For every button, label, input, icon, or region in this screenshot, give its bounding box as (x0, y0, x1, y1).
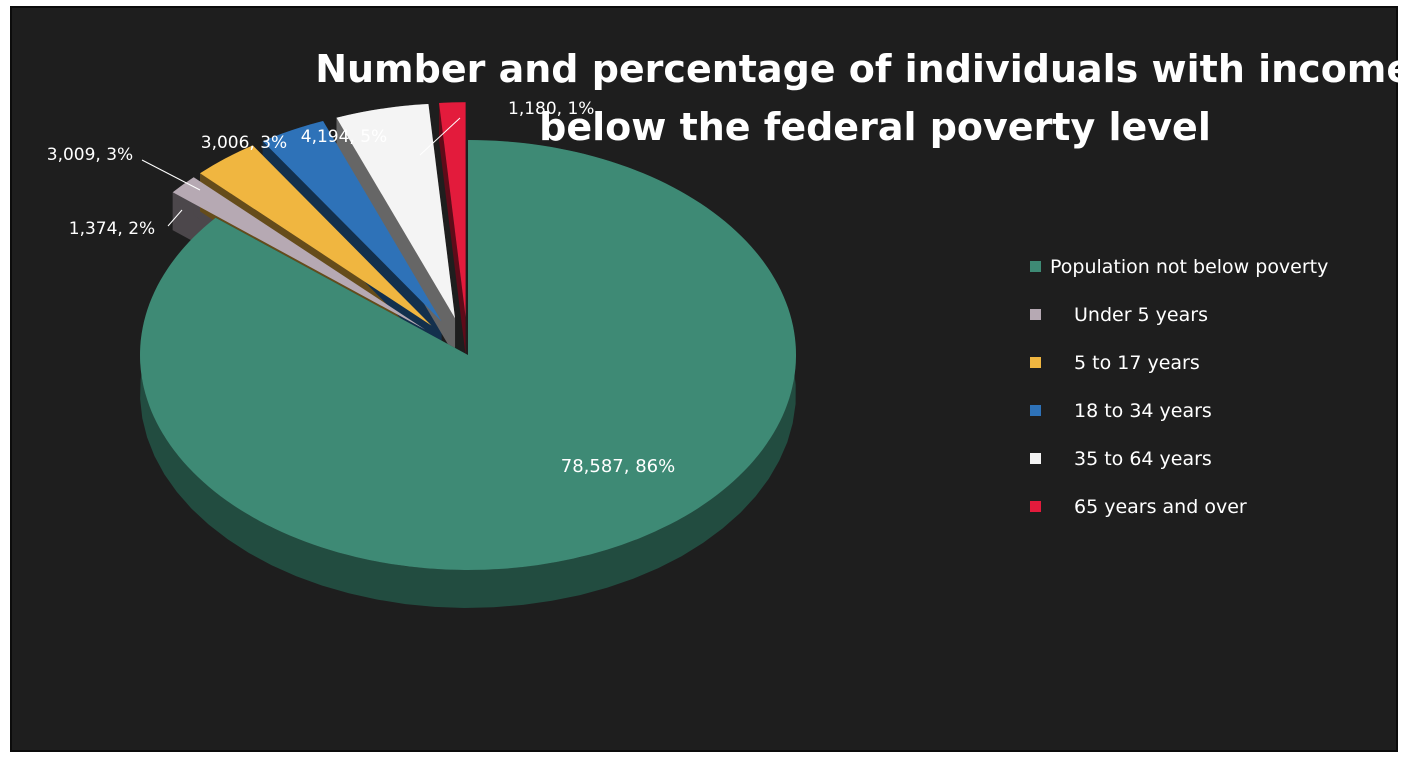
data-label-5: 4,194, 5% (301, 127, 387, 147)
legend-swatch-2 (1030, 309, 1041, 320)
leader-line-3 (141, 159, 201, 191)
legend-swatch-3 (1030, 357, 1041, 368)
legend-label-4: 18 to 34 years (1074, 400, 1212, 422)
legend-swatch-1 (1030, 261, 1041, 272)
legend: Population not below poverty Under 5 year… (1030, 256, 1328, 518)
legend-label-1: Population not below poverty (1050, 256, 1328, 278)
pie-slice-3-top (200, 145, 432, 326)
legend-label-6: 65 years and over (1074, 496, 1247, 518)
legend-swatch-6 (1030, 501, 1041, 512)
data-labels: 78,587, 86% 1,374, 2% 3,009, 3% 3,006, 3% 4,… (47, 99, 675, 477)
data-label-3: 3,009, 3% (47, 145, 133, 165)
pie-slice-4-top (262, 121, 442, 322)
leader-line-6 (419, 117, 461, 156)
data-label-2: 1,374, 2% (69, 219, 155, 239)
legend-swatch-5 (1030, 453, 1041, 464)
legend-swatch-4 (1030, 405, 1041, 416)
pie-slice-6-radial-wall-1 (439, 103, 466, 356)
legend-label-5: 35 to 64 years (1074, 448, 1212, 470)
legend-label-2: Under 5 years (1074, 304, 1208, 326)
pie-slice-1-top (140, 140, 797, 571)
pie-slice-5-top (336, 104, 456, 319)
leader-line-2 (167, 209, 183, 227)
legend-label-3: 5 to 17 years (1074, 352, 1200, 374)
chart-title-line-1: Number and percentage of individuals wit… (315, 47, 1406, 91)
pie-slice-6-top (439, 102, 466, 318)
pie-slice-2-top (172, 177, 426, 330)
chart-title-line-2: below the federal poverty level (539, 105, 1211, 149)
data-label-4: 3,006, 3% (201, 133, 287, 153)
data-label-1: 78,587, 86% (561, 456, 675, 477)
pie-layer (140, 102, 797, 608)
data-label-6: 1,180, 1% (508, 99, 594, 119)
